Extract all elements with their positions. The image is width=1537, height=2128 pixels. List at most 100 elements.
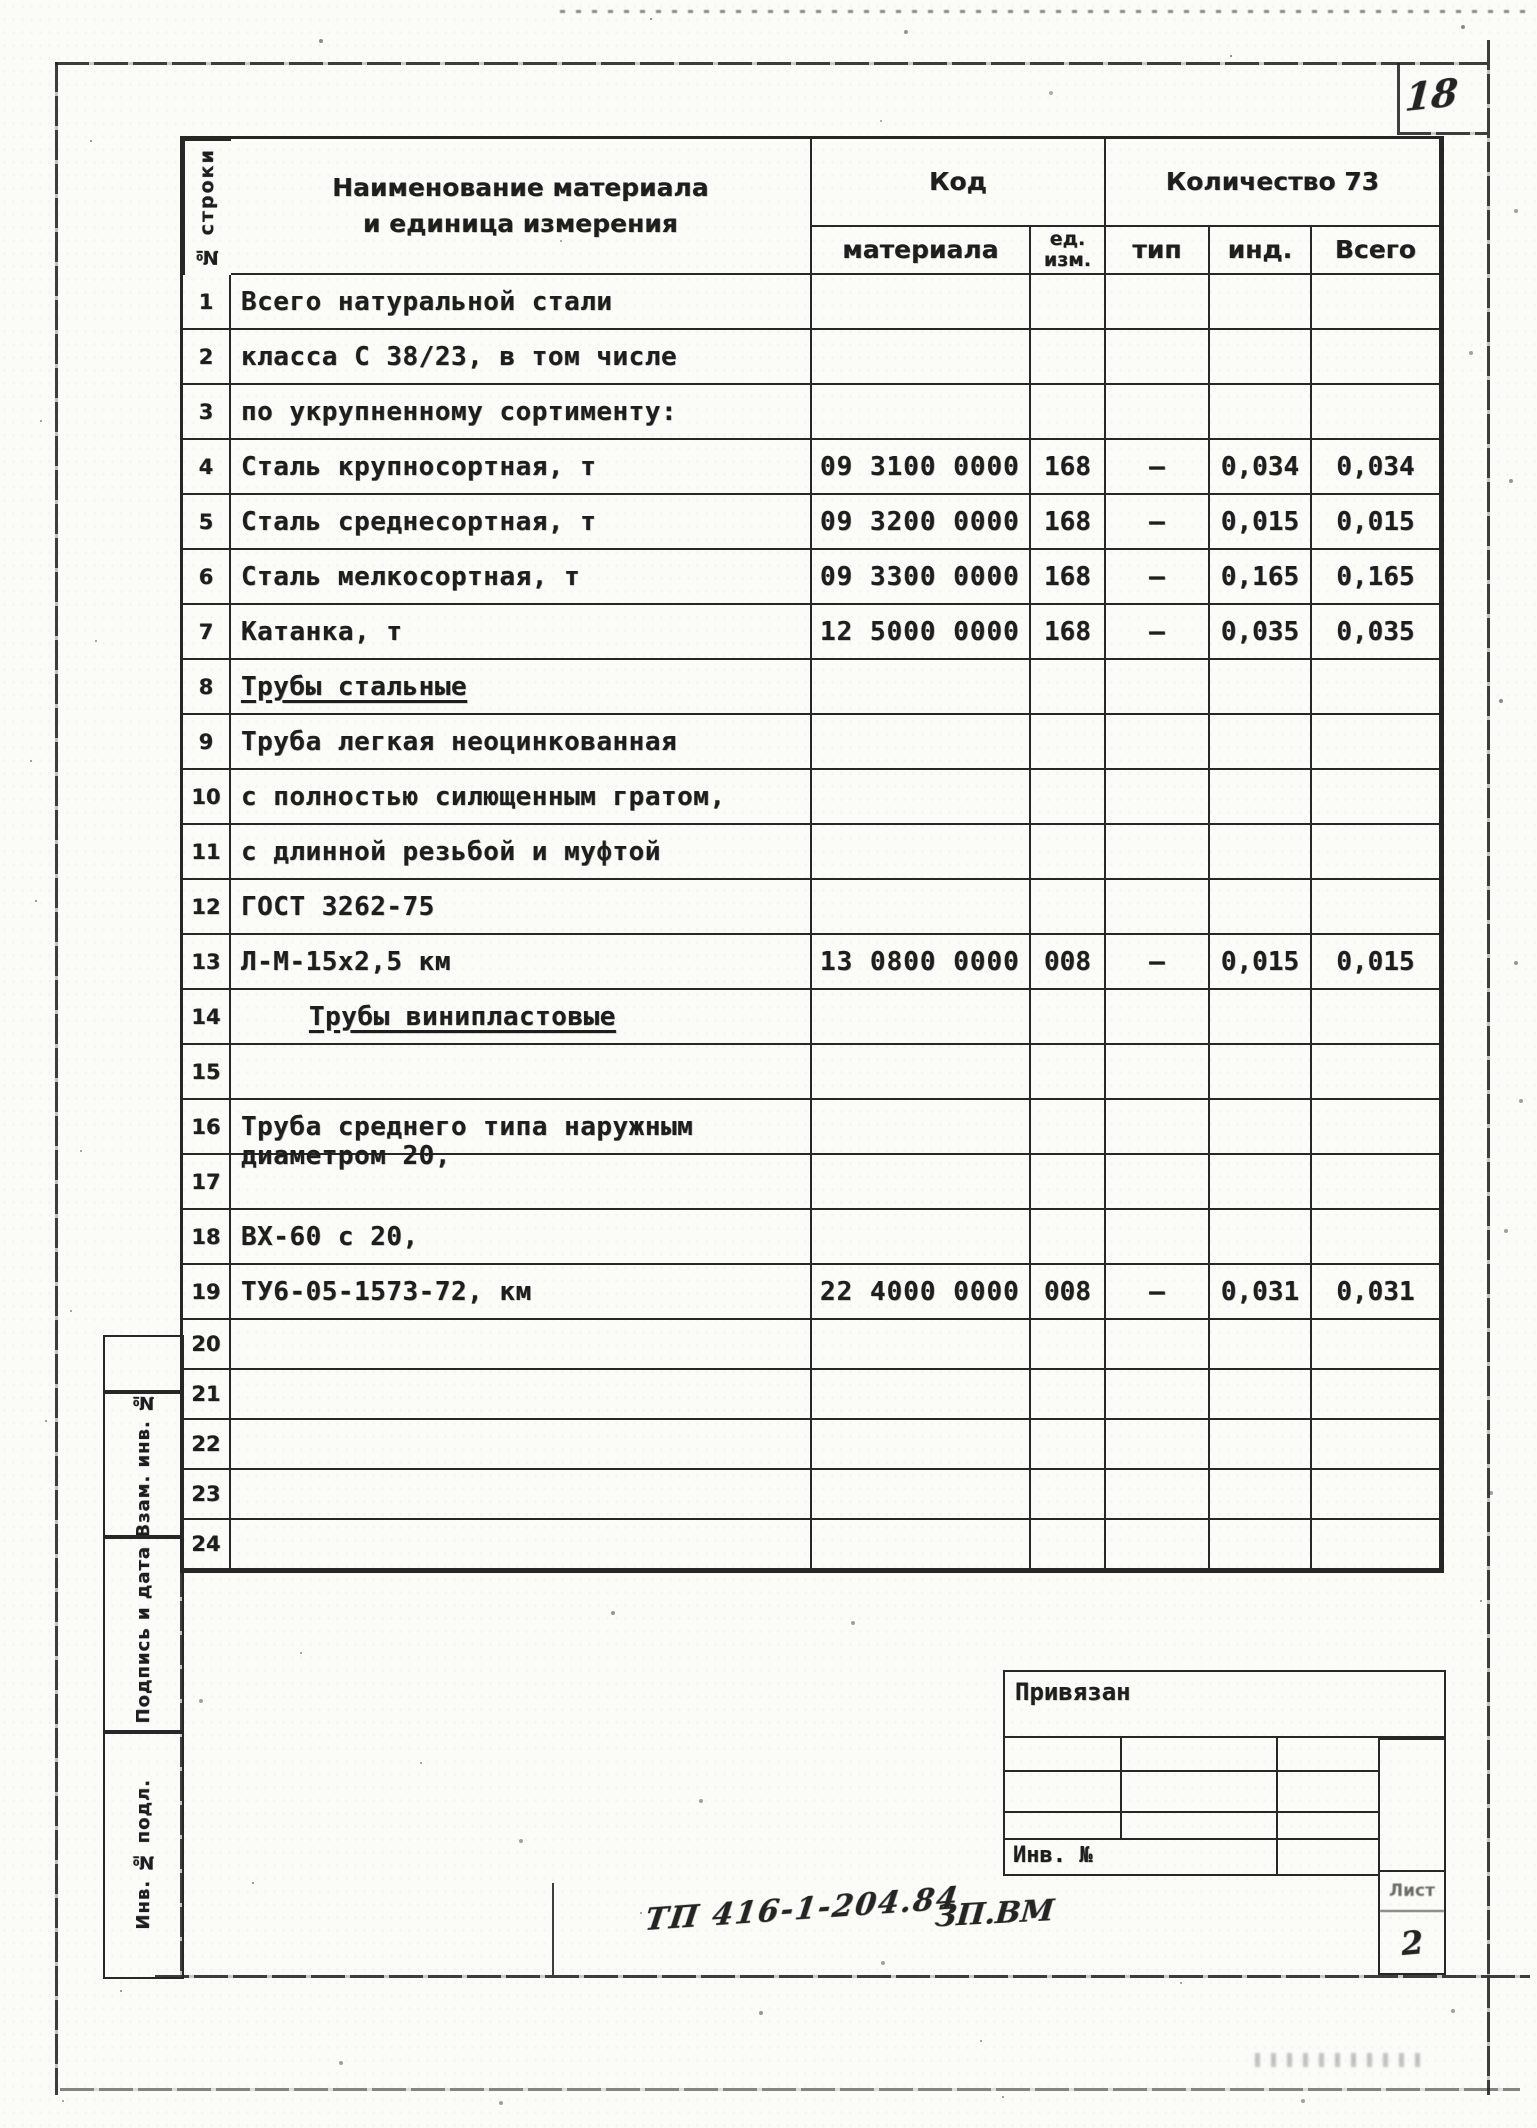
type-quantity-cell xyxy=(1106,1520,1210,1570)
stamp-grid-cell xyxy=(1278,1772,1380,1813)
unit-code-cell xyxy=(1031,660,1106,715)
unit-subheader-line1: ед. xyxy=(1049,228,1086,251)
ind-quantity-cell xyxy=(1210,1370,1312,1420)
type-quantity-cell xyxy=(1106,1210,1210,1265)
row-number-cell-text: 18 xyxy=(191,1224,221,1249)
total-quantity-cell-text: 0,034 xyxy=(1336,451,1415,482)
code-material-subheader: материала xyxy=(812,227,1031,275)
ind-quantity-cell: 0,031 xyxy=(1210,1265,1312,1320)
ind-quantity-cell: 0,015 xyxy=(1210,935,1312,990)
material-name-cell xyxy=(231,1045,812,1100)
unit-code-cell xyxy=(1031,330,1106,385)
sidebar-box-vzam-inv: Взам. инв. № xyxy=(103,1390,184,1539)
type-quantity-cell xyxy=(1106,1155,1210,1210)
material-name-cell-text: Сталь крупносортная, т xyxy=(241,451,597,482)
material-name-cell: Сталь мелкосортная, т xyxy=(231,550,812,605)
unit-code-cell-text: 008 xyxy=(1044,1276,1091,1307)
row-number-cell-text: 5 xyxy=(198,509,214,534)
material-code-cell xyxy=(812,1045,1031,1100)
type-quantity-cell xyxy=(1106,1320,1210,1370)
material-name-cell: с длинной резьбой и муфтой xyxy=(231,825,812,880)
unit-code-cell-text: 168 xyxy=(1044,451,1091,482)
stamp-inventory-value-cell xyxy=(1278,1840,1380,1874)
stamp-grid-cell xyxy=(1122,1772,1278,1813)
unit-code-cell-text: 168 xyxy=(1044,506,1091,537)
ind-quantity-cell-text: 0,031 xyxy=(1220,1276,1300,1307)
stamp-grid xyxy=(1003,1738,1380,1840)
type-quantity-cell xyxy=(1106,275,1210,330)
material-name-cell: Катанка, т xyxy=(231,605,812,660)
total-quantity-cell xyxy=(1312,1155,1441,1210)
unit-code-cell: 168 xyxy=(1031,550,1106,605)
unit-code-cell xyxy=(1031,1520,1106,1570)
material-code-cell xyxy=(812,1470,1031,1520)
type-quantity-cell xyxy=(1106,1470,1210,1520)
material-code-cell xyxy=(812,275,1031,330)
total-quantity-cell-text: 0,031 xyxy=(1336,1276,1415,1307)
total-quantity-cell xyxy=(1312,1420,1441,1470)
material-code-cell xyxy=(812,1100,1031,1155)
material-code-cell-text: 13 0800 0000 xyxy=(820,946,1020,977)
stamp-grid-cell xyxy=(1278,1813,1380,1840)
unit-code-cell: 168 xyxy=(1031,495,1106,550)
row-number-cell: 15 xyxy=(183,1045,231,1100)
material-name-cell-text: Трубы стальные xyxy=(241,671,468,702)
material-name-cell: Сталь среднесортная, т xyxy=(231,495,812,550)
material-code-cell xyxy=(812,1420,1031,1470)
stamp-grid-cell xyxy=(1005,1738,1122,1772)
type-quantity-cell-text: – xyxy=(1149,616,1165,647)
total-subheader: Всего xyxy=(1312,227,1441,275)
handwritten-doc-number: ТП 416-1-204.84 xyxy=(642,1880,962,1939)
type-quantity-cell xyxy=(1106,1420,1210,1470)
material-name-cell: Трубы стальные xyxy=(231,660,812,715)
row-number-cell-text: 21 xyxy=(191,1382,221,1406)
stamp-grid-cell xyxy=(1005,1772,1122,1813)
total-quantity-cell xyxy=(1312,330,1441,385)
ind-quantity-cell: 0,015 xyxy=(1210,495,1312,550)
unit-code-cell xyxy=(1031,1320,1106,1370)
total-quantity-cell xyxy=(1312,275,1441,330)
total-quantity-cell xyxy=(1312,1370,1441,1420)
ind-quantity-cell xyxy=(1210,1155,1312,1210)
unit-subheader: ед. изм. xyxy=(1031,227,1106,275)
row-number-cell-text: 10 xyxy=(191,784,221,809)
row-number-cell-text: 22 xyxy=(191,1432,221,1456)
material-code-cell-text: 12 5000 0000 xyxy=(820,616,1020,647)
type-quantity-cell xyxy=(1106,660,1210,715)
row-number-cell: 13 xyxy=(183,935,231,990)
material-code-cell xyxy=(812,1370,1031,1420)
material-name-cell: диаметром 20, xyxy=(231,1141,812,1210)
material-name-cell: ВХ-60 с 20, xyxy=(231,1210,812,1265)
row-number-cell: 18 xyxy=(183,1210,231,1265)
scan-noise-speckles xyxy=(0,0,2,2)
row-number-cell-text: 11 xyxy=(191,839,221,864)
sidebar-box-inv-podl: Инв. № подл. xyxy=(103,1730,184,1979)
ind-quantity-cell-text: 0,035 xyxy=(1220,616,1300,647)
material-name-cell xyxy=(231,1520,812,1570)
row-number-cell: 22 xyxy=(183,1420,231,1470)
unit-code-cell: 168 xyxy=(1031,605,1106,660)
material-name-header: Наименование материала и единица измерен… xyxy=(231,139,812,275)
material-name-cell-text: класса С 38/23, в том числе xyxy=(241,341,678,372)
page-frame-top xyxy=(55,62,1487,65)
total-quantity-cell xyxy=(1312,385,1441,440)
row-number-cell-text: 12 xyxy=(191,894,221,919)
row-number-cell: 20 xyxy=(183,1320,231,1370)
row-number-cell-text: 1 xyxy=(198,289,214,314)
material-code-cell-text: 09 3100 0000 xyxy=(820,451,1020,482)
material-code-cell xyxy=(812,1320,1031,1370)
stamp-inventory-row: Инв. № xyxy=(1003,1840,1380,1876)
material-code-cell xyxy=(812,880,1031,935)
type-quantity-cell: – xyxy=(1106,550,1210,605)
type-quantity-cell xyxy=(1106,1100,1210,1155)
type-quantity-cell xyxy=(1106,385,1210,440)
unit-code-cell xyxy=(1031,275,1106,330)
ind-quantity-cell: 0,165 xyxy=(1210,550,1312,605)
row-number-cell-text: 6 xyxy=(198,564,214,589)
ind-quantity-cell xyxy=(1210,1045,1312,1100)
material-name-header-line2: и единица измерения xyxy=(363,209,678,238)
material-name-cell-text: по укрупненному сортименту: xyxy=(241,396,678,427)
row-number-cell: 9 xyxy=(183,715,231,770)
row-number-cell: 8 xyxy=(183,660,231,715)
